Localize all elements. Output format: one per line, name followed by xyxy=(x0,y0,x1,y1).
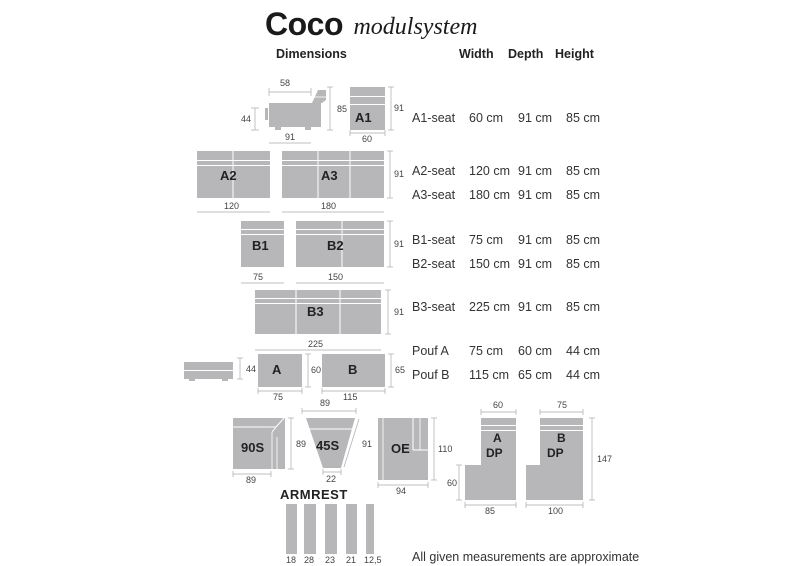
svg-text:Depth: Depth xyxy=(508,47,543,61)
svg-text:Dimensions: Dimensions xyxy=(276,47,347,61)
svg-text:58: 58 xyxy=(280,78,290,88)
svg-text:91: 91 xyxy=(394,239,404,249)
svg-text:44: 44 xyxy=(246,364,256,374)
svg-text:Pouf B: Pouf B xyxy=(412,368,450,382)
svg-text:120: 120 xyxy=(224,201,239,211)
svg-text:B3: B3 xyxy=(307,304,324,319)
svg-text:60: 60 xyxy=(447,478,457,488)
svg-text:75: 75 xyxy=(273,392,283,402)
svg-text:ARMREST: ARMREST xyxy=(280,487,348,502)
svg-text:60: 60 xyxy=(311,365,321,375)
svg-text:91: 91 xyxy=(394,307,404,317)
svg-text:225: 225 xyxy=(308,339,323,349)
svg-text:21: 21 xyxy=(346,555,356,565)
svg-text:75 cm: 75 cm xyxy=(469,233,503,247)
svg-text:A1-seat: A1-seat xyxy=(412,111,456,125)
svg-text:110: 110 xyxy=(438,444,452,454)
svg-text:91 cm: 91 cm xyxy=(518,300,552,314)
svg-text:85: 85 xyxy=(337,104,347,114)
svg-text:A: A xyxy=(272,362,282,377)
svg-text:75: 75 xyxy=(557,400,567,410)
svg-text:180 cm: 180 cm xyxy=(469,188,510,202)
svg-text:60: 60 xyxy=(362,134,372,144)
svg-text:94: 94 xyxy=(396,486,406,496)
svg-text:Height: Height xyxy=(555,47,595,61)
svg-text:90S: 90S xyxy=(241,440,264,455)
svg-text:60 cm: 60 cm xyxy=(469,111,503,125)
svg-text:91: 91 xyxy=(362,439,372,449)
svg-text:60 cm: 60 cm xyxy=(518,344,552,358)
svg-text:85 cm: 85 cm xyxy=(566,164,600,178)
svg-text:DP: DP xyxy=(486,446,503,460)
svg-text:44 cm: 44 cm xyxy=(566,344,600,358)
svg-text:B1: B1 xyxy=(252,238,269,253)
svg-text:B2: B2 xyxy=(327,238,344,253)
svg-text:225 cm: 225 cm xyxy=(469,300,510,314)
svg-text:A2-seat: A2-seat xyxy=(412,164,456,178)
svg-text:115 cm: 115 cm xyxy=(469,368,509,382)
svg-text:115: 115 xyxy=(343,392,357,402)
svg-text:A3: A3 xyxy=(321,168,338,183)
svg-text:65 cm: 65 cm xyxy=(518,368,552,382)
svg-text:85 cm: 85 cm xyxy=(566,257,600,271)
svg-text:A1: A1 xyxy=(355,110,372,125)
svg-text:91: 91 xyxy=(394,103,404,113)
svg-text:85 cm: 85 cm xyxy=(566,300,600,314)
svg-text:85 cm: 85 cm xyxy=(566,111,600,125)
svg-text:44: 44 xyxy=(241,114,251,124)
svg-text:Pouf A: Pouf A xyxy=(412,344,449,358)
svg-text:B: B xyxy=(557,431,566,445)
svg-text:120 cm: 120 cm xyxy=(469,164,510,178)
svg-text:85: 85 xyxy=(485,506,495,516)
svg-text:12,5: 12,5 xyxy=(364,555,382,565)
svg-text:28: 28 xyxy=(304,555,314,565)
svg-text:22: 22 xyxy=(326,474,336,484)
svg-text:75: 75 xyxy=(253,272,263,282)
svg-text:60: 60 xyxy=(493,400,503,410)
svg-text:DP: DP xyxy=(547,446,564,460)
svg-text:45S: 45S xyxy=(316,438,339,453)
svg-text:89: 89 xyxy=(320,398,330,408)
svg-text:91: 91 xyxy=(394,169,404,179)
svg-text:B: B xyxy=(348,362,357,377)
svg-text:B2-seat: B2-seat xyxy=(412,257,456,271)
svg-text:A: A xyxy=(493,431,502,445)
svg-text:23: 23 xyxy=(325,555,335,565)
svg-text:89: 89 xyxy=(296,439,306,449)
svg-text:150: 150 xyxy=(328,272,343,282)
svg-text:A2: A2 xyxy=(220,168,237,183)
svg-text:44 cm: 44 cm xyxy=(566,368,600,382)
svg-text:B1-seat: B1-seat xyxy=(412,233,456,247)
svg-text:147: 147 xyxy=(597,454,612,464)
svg-text:180: 180 xyxy=(321,201,336,211)
svg-text:91 cm: 91 cm xyxy=(518,233,552,247)
svg-text:150 cm: 150 cm xyxy=(469,257,510,271)
svg-text:91 cm: 91 cm xyxy=(518,111,552,125)
svg-text:A3-seat: A3-seat xyxy=(412,188,456,202)
svg-text:91 cm: 91 cm xyxy=(518,188,552,202)
svg-text:OE: OE xyxy=(391,441,410,456)
svg-text:All given measurements are app: All given measurements are approximate xyxy=(412,550,639,564)
svg-text:89: 89 xyxy=(246,475,256,485)
svg-text:91 cm: 91 cm xyxy=(518,257,552,271)
svg-text:85 cm: 85 cm xyxy=(566,233,600,247)
svg-text:Width: Width xyxy=(459,47,494,61)
svg-text:18: 18 xyxy=(286,555,296,565)
svg-text:B3-seat: B3-seat xyxy=(412,300,456,314)
svg-text:75 cm: 75 cm xyxy=(469,344,503,358)
svg-text:91: 91 xyxy=(285,132,295,142)
svg-text:85 cm: 85 cm xyxy=(566,188,600,202)
svg-text:65: 65 xyxy=(395,365,405,375)
svg-text:91 cm: 91 cm xyxy=(518,164,552,178)
svg-text:100: 100 xyxy=(548,506,563,516)
